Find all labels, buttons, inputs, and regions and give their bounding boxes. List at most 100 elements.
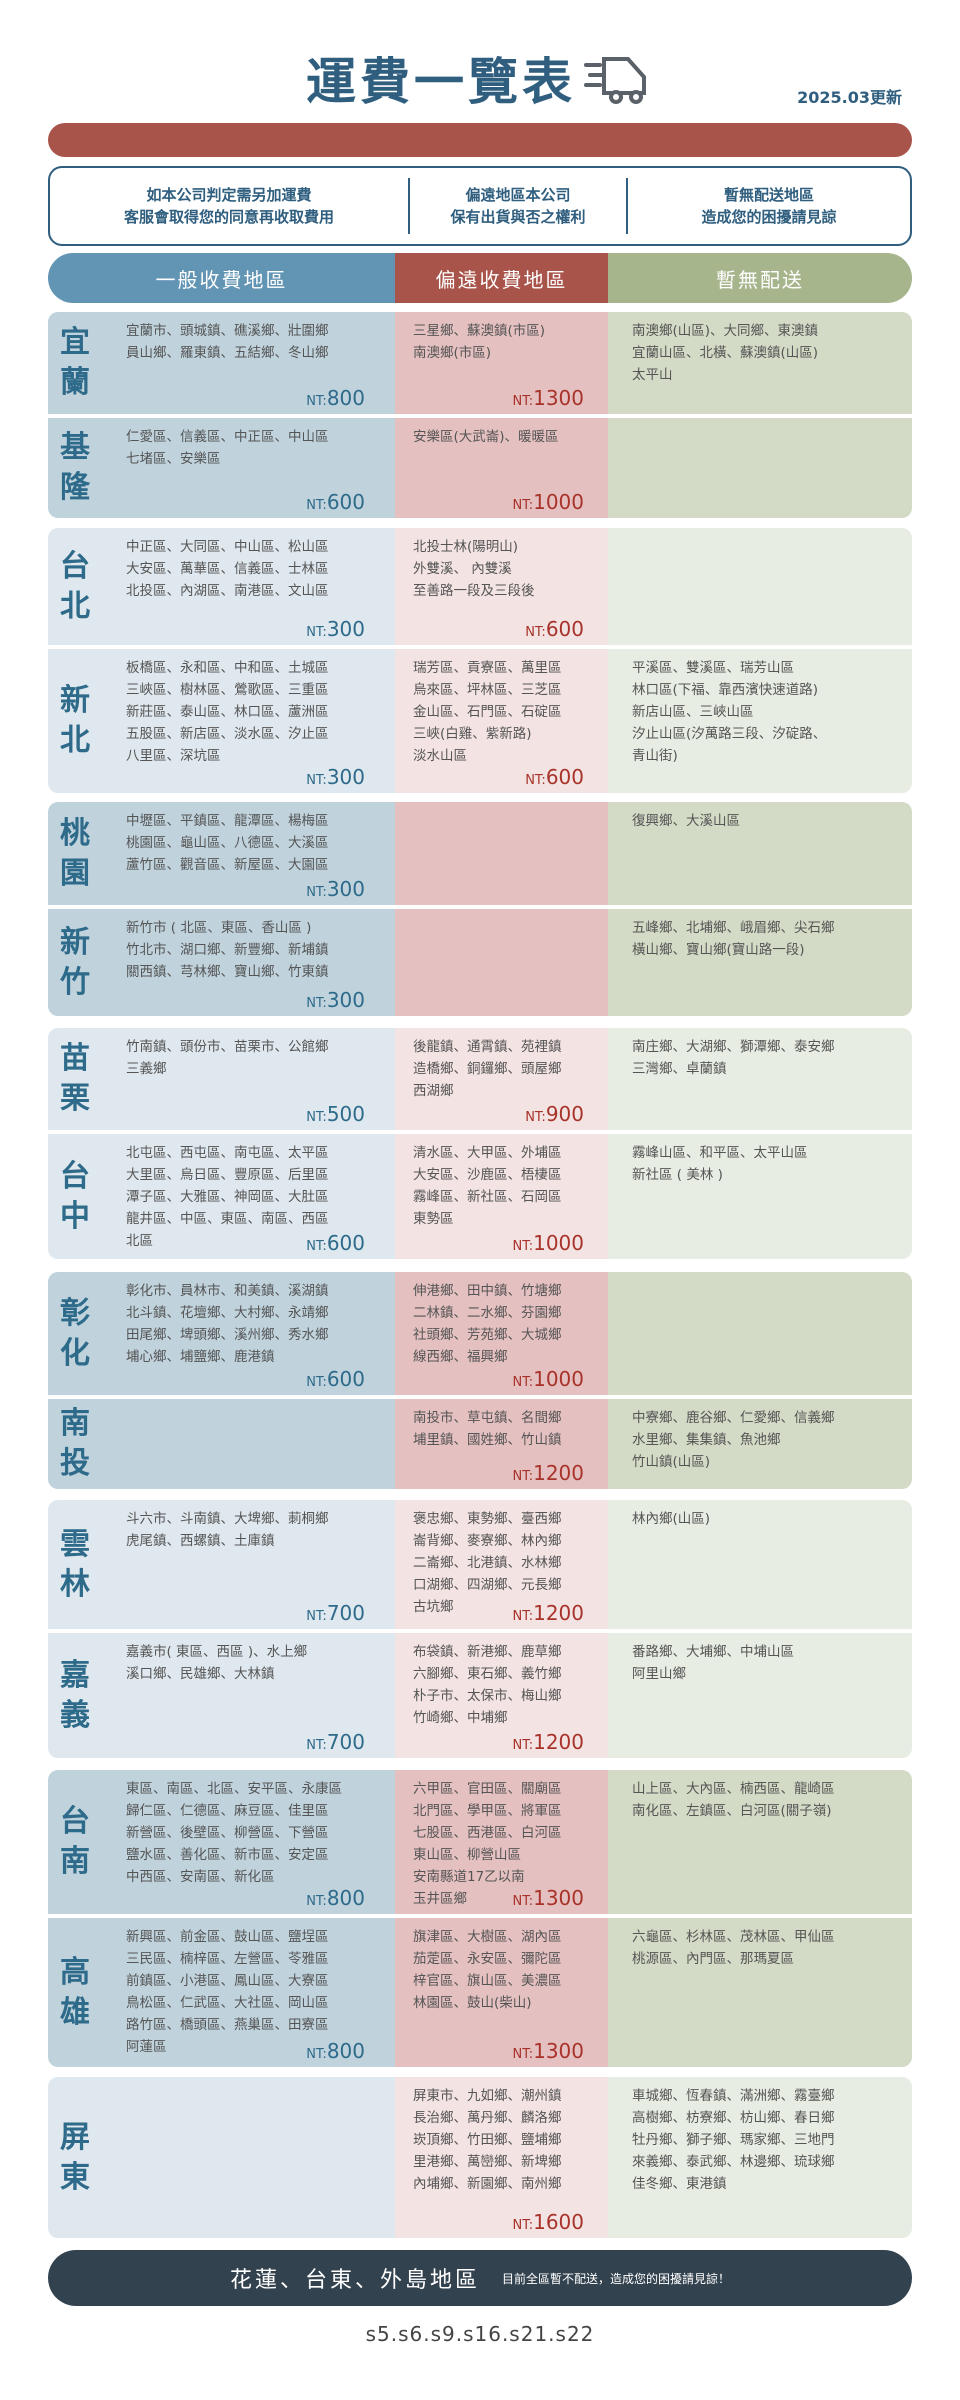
- remote-price: NT:1200: [512, 1461, 584, 1485]
- region-group: 苗栗竹南鎮、頭份市、苗栗市、公館鄉 三義鄉 NT:500 後龍鎮、通霄鎮、苑裡鎮 造橋鄉…: [48, 1028, 912, 1259]
- remote-cell: 清水區、大甲區、外埔區 大安區、沙鹿區、梧棲區 霧峰區、新社區、石岡區 東勢區 NT:1…: [395, 1134, 608, 1259]
- general-cell: 雲林斗六市、斗南鎮、大埤鄉、莿桐鄉 虎尾鎮、西螺鎮、土庫鎮 NT:700: [48, 1500, 395, 1629]
- region-group: 彰化彰化市、員林市、和美鎮、溪湖鎮 北斗鎮、花壇鄉、大村鄉、永靖鄉 田尾鄉、埤頭鄉、…: [48, 1272, 912, 1489]
- area-line: 北區: [126, 1233, 153, 1249]
- table-row: 新北板橋區、永和區、中和區、土城區 三峽區、樹林區、鶯歌區、三重區 新莊區、泰山區、…: [48, 649, 912, 793]
- area-line: 北投士林(陽明山): [413, 539, 519, 555]
- remote-cell: 安樂區(大武崙)、暖暖區 NT:1000: [395, 418, 608, 518]
- none-areas: 五峰鄉、北埔鄉、峨眉鄉、尖石鄉 橫山鄉、寶山鄉(寶山路一段): [632, 917, 835, 961]
- header-remote: 偏遠收費地區: [395, 253, 608, 303]
- none-cell: 復興鄉、大溪山區: [608, 802, 912, 905]
- none-cell: [608, 418, 912, 518]
- divider: [408, 178, 410, 234]
- none-cell: 南庄鄉、大湖鄉、獅潭鄉、泰安鄉 三灣鄉、卓蘭鎮: [608, 1028, 912, 1130]
- area-line: 屏東市、九如鄉、潮州鎮: [413, 2088, 562, 2104]
- price-value: 300: [326, 988, 365, 1012]
- general-cell: 基隆仁愛區、信義區、中正區、中山區 七堵區、安樂區 NT:600: [48, 418, 395, 518]
- region-group: 台南東區、南區、北區、安平區、永康區 歸仁區、仁德區、麻豆區、佳里區 新營區、後壁區…: [48, 1770, 912, 2067]
- table-row: 桃園中壢區、平鎮區、龍潭區、楊梅區 桃園區、龜山區、八德區、大溪區 蘆竹區、觀音區、…: [48, 802, 912, 905]
- none-cell: 車城鄉、恆春鎮、滿洲鄉、霧臺鄉 高樹鄉、枋寮鄉、枋山鄉、春日鄉 牡丹鄉、獅子鄉、瑪家…: [608, 2077, 912, 2238]
- notice-no-delivery: 暫無配送地區 造成您的困擾請見諒: [701, 186, 837, 226]
- area-line: 三峽區、樹林區、鶯歌區、三重區: [126, 682, 329, 698]
- general-cell: 嘉義嘉義市( 東區、西區 )、水上鄉 溪口鄉、民雄鄉、大林鎮 NT:700: [48, 1633, 395, 1758]
- general-cell: 台北中正區、大同區、中山區、松山區 大安區、萬華區、信義區、士林區 北投區、內湖區、…: [48, 528, 395, 645]
- area-line: 褒忠鄉、東勢鄉、臺西鄉: [413, 1511, 562, 1527]
- price-value: 1600: [533, 2210, 584, 2234]
- area-line: 安南縣道17乙以南: [413, 1869, 525, 1885]
- region-name-char: 化: [60, 1335, 90, 1371]
- area-line: 南投市、草屯鎮、名間鄉: [413, 1410, 562, 1426]
- area-line: 布袋鎮、新港鄉、鹿草鄉: [413, 1644, 562, 1660]
- area-line: 太平山: [632, 367, 673, 383]
- product-codes: s5.s6.s9.s16.s21.s22: [365, 2322, 595, 2346]
- general-price: NT:700: [48, 1730, 395, 1754]
- price-value: 1300: [533, 1886, 584, 1910]
- area-line: 宜蘭市、頭城鎮、礁溪鄉、壯圍鄉: [126, 323, 329, 339]
- price-value: 1000: [533, 1231, 584, 1255]
- region-name-char: 竹: [60, 964, 90, 1000]
- none-areas: 南澳鄉(山區)、大同鄉、東澳鎮 宜蘭山區、北橫、蘇澳鎮(山區) 太平山: [632, 320, 818, 386]
- area-line: 竹崎鄉、中埔鄉: [413, 1710, 508, 1726]
- price-value: 800: [326, 386, 365, 410]
- price-prefix: NT:: [306, 773, 327, 788]
- area-line: 鳥松區、仁武區、大社區、岡山區: [126, 1995, 329, 2011]
- area-line: 潭子區、大雅區、神岡區、大肚區: [126, 1189, 329, 1205]
- area-line: 斗六市、斗南鎮、大埤鄉、莿桐鄉: [126, 1511, 329, 1527]
- area-line: 新社區 ( 美林 ): [632, 1167, 723, 1183]
- region-name: 台北: [58, 547, 92, 627]
- remote-cell: 伸港鄉、田中鎮、竹塘鄉 二林鎮、二水鄉、芬園鄉 社頭鄉、芳苑鄉、大城鄉 線西鄉、福興鄉…: [395, 1272, 608, 1395]
- region-name: 基隆: [58, 428, 92, 508]
- none-cell: 平溪區、雙溪區、瑞芳山區 林口區(下福、靠西濱快速道路) 新店山區、三峽山區 汐止山區…: [608, 649, 912, 793]
- area-line: 古坑鄉: [413, 1599, 454, 1615]
- region-name: 新北: [58, 681, 92, 761]
- general-areas: 東區、南區、北區、安平區、永康區 歸仁區、仁德區、麻豆區、佳里區 新營區、後壁區、柳…: [126, 1778, 342, 1888]
- divider: [626, 178, 628, 234]
- region-name-char: 宜: [60, 325, 90, 360]
- table-row: 苗栗竹南鎮、頭份市、苗栗市、公館鄉 三義鄉 NT:500 後龍鎮、通霄鎮、苑裡鎮 造橋鄉…: [48, 1028, 912, 1130]
- remote-price: NT:900: [525, 1102, 584, 1126]
- general-cell: 南投: [48, 1399, 395, 1489]
- area-line: 北屯區、西屯區、南屯區、太平區: [126, 1145, 329, 1161]
- region-name-char: 中: [60, 1198, 90, 1234]
- area-line: 嘉義市( 東區、西區 )、水上鄉: [126, 1644, 308, 1660]
- price-prefix: NT:: [306, 996, 327, 1011]
- remote-cell: 瑞芳區、貢寮區、萬里區 烏來區、坪林區、三芝區 金山區、石門區、石碇區 三峽(白雞、紫…: [395, 649, 608, 793]
- notice-surcharge: 如本公司判定需另加運費 客服會取得您的同意再收取費用: [123, 186, 334, 226]
- general-areas: 彰化市、員林市、和美鎮、溪湖鎮 北斗鎮、花壇鄉、大村鄉、永靖鄉 田尾鄉、埤頭鄉、溪州…: [126, 1280, 329, 1368]
- none-areas: 番路鄉、大埔鄉、中埔山區 阿里山鄉: [632, 1641, 794, 1685]
- general-areas: 新竹市 ( 北區、東區、香山區 ) 竹北市、湖口鄉、新豐鄉、新埔鎮 關西鎮、芎林鄉、…: [126, 917, 329, 983]
- region-name-char: 台: [60, 548, 90, 584]
- price-value: 300: [326, 617, 365, 641]
- remote-cell: 褒忠鄉、東勢鄉、臺西鄉 崙背鄉、麥寮鄉、林內鄉 二崙鄉、北港鎮、水林鄉 口湖鄉、四湖鄉…: [395, 1500, 608, 1629]
- area-line: 瑞芳區、貢寮區、萬里區: [413, 660, 562, 676]
- region-name: 高雄: [58, 1953, 92, 2033]
- none-areas: 車城鄉、恆春鎮、滿洲鄉、霧臺鄉 高樹鄉、枋寮鄉、枋山鄉、春日鄉 牡丹鄉、獅子鄉、瑪家…: [632, 2085, 835, 2195]
- area-line: 長治鄉、萬丹鄉、麟洛鄉: [413, 2110, 562, 2126]
- area-line: 旗津區、大樹區、湖內區: [413, 1929, 562, 1945]
- area-line: 大安區、萬華區、信義區、士林區: [126, 561, 329, 577]
- remote-areas: 旗津區、大樹區、湖內區 茄萣區、永安區、彌陀區 梓官區、旗山區、美濃區 林園區、鼓山(…: [413, 1926, 562, 2014]
- area-line: 南澳鄉(市區): [413, 345, 492, 361]
- area-line: 彰化市、員林市、和美鎮、溪湖鎮: [126, 1283, 329, 1299]
- remote-price: NT:1300: [512, 2039, 584, 2063]
- price-prefix: NT:: [306, 1239, 327, 1254]
- area-line: 外雙溪、 內雙溪: [413, 561, 512, 577]
- general-areas: 新興區、前金區、鼓山區、鹽埕區 三民區、楠梓區、左營區、苓雅區 前鎮區、小港區、鳳山…: [126, 1926, 329, 2058]
- region-group: 台北中正區、大同區、中山區、松山區 大安區、萬華區、信義區、士林區 北投區、內湖區、…: [48, 528, 912, 793]
- area-line: 中壢區、平鎮區、龍潭區、楊梅區: [126, 813, 329, 829]
- price-prefix: NT:: [306, 2047, 327, 2062]
- none-cell: 中寮鄉、鹿谷鄉、仁愛鄉、信義鄉 水里鄉、集集鎮、魚池鄉 竹山鎮(山區): [608, 1399, 912, 1489]
- table-row: 宜蘭宜蘭市、頭城鎮、礁溪鄉、壯圍鄉 員山鄉、羅東鎮、五結鄉、冬山鄉 NT:800 三星…: [48, 312, 912, 414]
- notice-box: 如本公司判定需另加運費 客服會取得您的同意再收取費用 偏遠地區本公司 保有出貨與否之…: [48, 166, 912, 246]
- area-line: 南澳鄉(山區)、大同鄉、東澳鎮: [632, 323, 819, 339]
- price-value: 700: [326, 1730, 365, 1754]
- table-row: 屏東 屏東市、九如鄉、潮州鎮 長治鄉、萬丹鄉、麟洛鄉 崁頂鄉、竹田鄉、鹽埔鄉 里港鄉、萬…: [48, 2077, 912, 2238]
- header-no-delivery: 暫無配送: [608, 253, 912, 303]
- region-name-char: 彰: [60, 1295, 90, 1331]
- area-line: 鹽水區、善化區、新市區、安定區: [126, 1847, 329, 1863]
- area-line: 後龍鎮、通霄鎮、苑裡鎮: [413, 1039, 562, 1055]
- region-name-char: 北: [60, 723, 90, 758]
- none-cell: [608, 528, 912, 645]
- area-line: 來義鄉、泰武鄉、林邊鄉、琉球鄉: [632, 2154, 835, 2170]
- price-value: 800: [326, 2039, 365, 2063]
